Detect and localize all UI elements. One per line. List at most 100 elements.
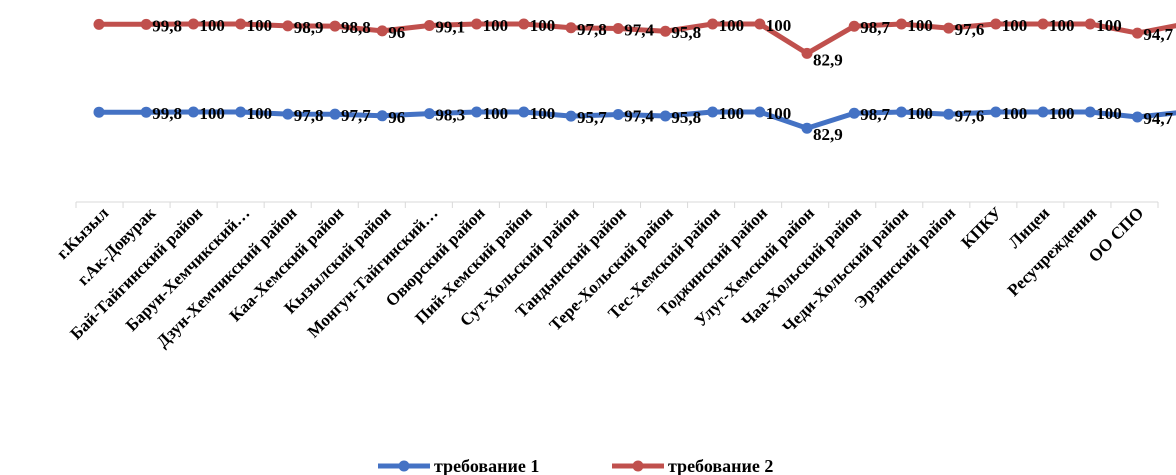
data-point [801, 47, 813, 59]
data-point [1131, 27, 1143, 39]
data-point [659, 25, 671, 37]
data-point [1037, 106, 1049, 118]
x-axis [75, 201, 1159, 208]
data-point [848, 107, 860, 119]
data-label: 100 [1002, 16, 1028, 35]
data-point [565, 22, 577, 34]
data-label: 100 [907, 104, 933, 123]
data-point [659, 110, 671, 122]
data-label: 98,8 [341, 18, 371, 37]
data-label: 95,7 [577, 108, 607, 127]
data-label: 98,9 [294, 18, 324, 37]
data-point [990, 18, 1002, 30]
data-point [93, 18, 105, 30]
series-line-1 [96, 109, 1176, 131]
data-label: 82,9 [813, 125, 843, 144]
data-label: 100 [766, 104, 792, 123]
data-point [187, 106, 199, 118]
data-labels: 99,8 100 100 98,9 98,8 96 99,1 100 100 97,8 97,4 95… [152, 16, 1173, 144]
legend-marker-series-2 [632, 460, 644, 472]
data-point [943, 22, 955, 34]
data-point [282, 108, 294, 120]
data-label: 100 [530, 104, 556, 123]
data-point [612, 108, 624, 120]
data-label: 97,8 [294, 106, 324, 125]
data-point [329, 108, 341, 120]
category-label: КПКУ [957, 203, 1006, 252]
data-label: 94,7 [1143, 25, 1173, 44]
legend-label-series-1: требование 1 [434, 456, 539, 475]
data-point [754, 106, 766, 118]
data-point [895, 106, 907, 118]
data-point [990, 106, 1002, 118]
data-label: 100 [483, 16, 509, 35]
data-label: 97,7 [341, 106, 371, 125]
data-label: 96 [388, 23, 405, 42]
data-point [235, 106, 247, 118]
data-point [376, 25, 388, 37]
data-label: 97,4 [624, 106, 654, 125]
data-label: 100 [530, 16, 556, 35]
data-label: 100 [1002, 104, 1028, 123]
data-point [423, 20, 435, 32]
series-line-2 [96, 21, 1176, 56]
data-point [518, 18, 530, 30]
data-point [801, 122, 813, 134]
data-label: 100 [1096, 16, 1122, 35]
data-label: 97,4 [624, 20, 654, 39]
data-point [1131, 111, 1143, 123]
data-point [848, 20, 860, 32]
data-point [93, 106, 105, 118]
data-label: 98,7 [860, 18, 890, 37]
data-label: 98,7 [860, 105, 890, 124]
data-point [140, 106, 152, 118]
data-point [612, 22, 624, 34]
data-point [471, 18, 483, 30]
data-label: 82,9 [813, 50, 843, 69]
data-label: 100 [247, 104, 273, 123]
data-point [943, 108, 955, 120]
data-point [707, 18, 719, 30]
data-point [376, 110, 388, 122]
data-label: 100 [1096, 104, 1122, 123]
data-point [707, 106, 719, 118]
data-label: 100 [907, 16, 933, 35]
data-label: 94,7 [1143, 109, 1173, 128]
data-label: 100 [483, 104, 509, 123]
data-point [518, 106, 530, 118]
data-point [1084, 18, 1096, 30]
data-point [140, 18, 152, 30]
data-label: 100 [719, 104, 745, 123]
data-label: 97,8 [577, 20, 607, 39]
data-point [1037, 18, 1049, 30]
data-point [282, 20, 294, 32]
data-label: 100 [766, 16, 792, 35]
data-label: 97,6 [955, 106, 985, 125]
data-point [423, 108, 435, 120]
data-point [329, 20, 341, 32]
data-label: 99,8 [152, 104, 182, 123]
data-label: 100 [199, 104, 225, 123]
data-label: 95,8 [671, 108, 701, 127]
data-label: 99,1 [435, 18, 465, 37]
data-label: 95,8 [671, 23, 701, 42]
data-point [565, 110, 577, 122]
data-label: 98,3 [435, 106, 465, 125]
data-label: 97,6 [955, 20, 985, 39]
data-label: 100 [719, 16, 745, 35]
legend: требование 1 требование 2 [378, 456, 773, 475]
data-label: 100 [199, 16, 225, 35]
legend-label-series-2: требование 2 [668, 456, 773, 475]
data-label: 100 [247, 16, 273, 35]
data-label: 99,8 [152, 16, 182, 35]
series-layer [93, 18, 1176, 134]
legend-marker-series-1 [398, 460, 410, 472]
data-point [1084, 106, 1096, 118]
data-point [235, 18, 247, 30]
data-point [754, 18, 766, 30]
data-label: 100 [1049, 16, 1075, 35]
data-label: 100 [1049, 104, 1075, 123]
data-point [187, 18, 199, 30]
